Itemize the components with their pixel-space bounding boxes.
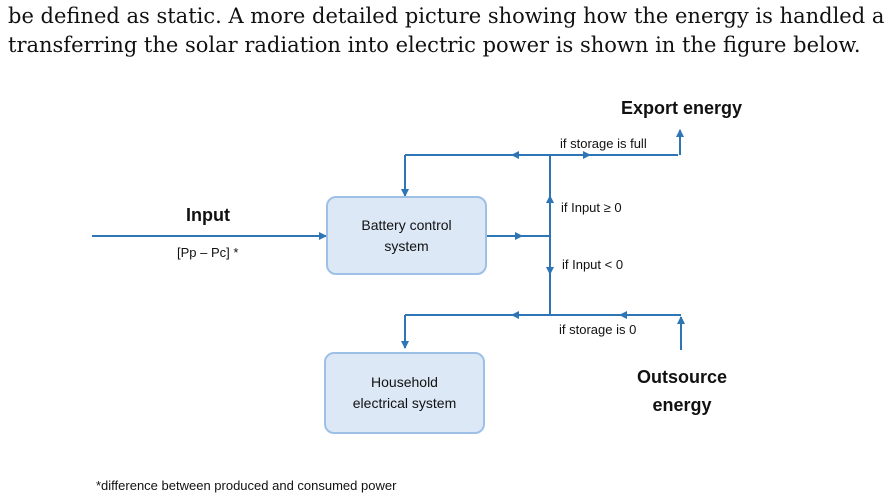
input-label: Input <box>186 205 230 225</box>
if-input-ge0-label: if Input ≥ 0 <box>561 200 622 215</box>
household-system-box: Household electrical system <box>324 352 485 434</box>
if-storage-zero-label: if storage is 0 <box>559 322 637 337</box>
if-storage-full-label: if storage is full <box>560 136 647 151</box>
paragraph-line-2: transferring the solar radiation into el… <box>8 33 861 57</box>
if-input-lt0-label: if Input < 0 <box>562 257 624 272</box>
outsource-line-1: Outsource <box>636 367 728 387</box>
export-energy-label: Export energy <box>621 98 743 118</box>
input-formula: [Pp – Pc] * <box>177 245 239 260</box>
household-label-line-2: electrical system <box>352 395 457 411</box>
paragraph-line-1: be defined as static. A more detailed pi… <box>8 4 884 28</box>
battery-label-line-1: Battery control <box>361 216 452 233</box>
outsource-line-2: energy <box>652 395 712 415</box>
battery-label-line-2: system <box>384 237 429 254</box>
household-label-line-1: Household <box>371 374 438 390</box>
body-paragraph: be defined as static. A more detailed pi… <box>8 2 884 60</box>
footnote: *difference between produced and consume… <box>96 478 397 493</box>
outsource-energy-label: Outsource energy <box>620 363 744 419</box>
battery-control-box: Battery control system <box>326 196 487 275</box>
